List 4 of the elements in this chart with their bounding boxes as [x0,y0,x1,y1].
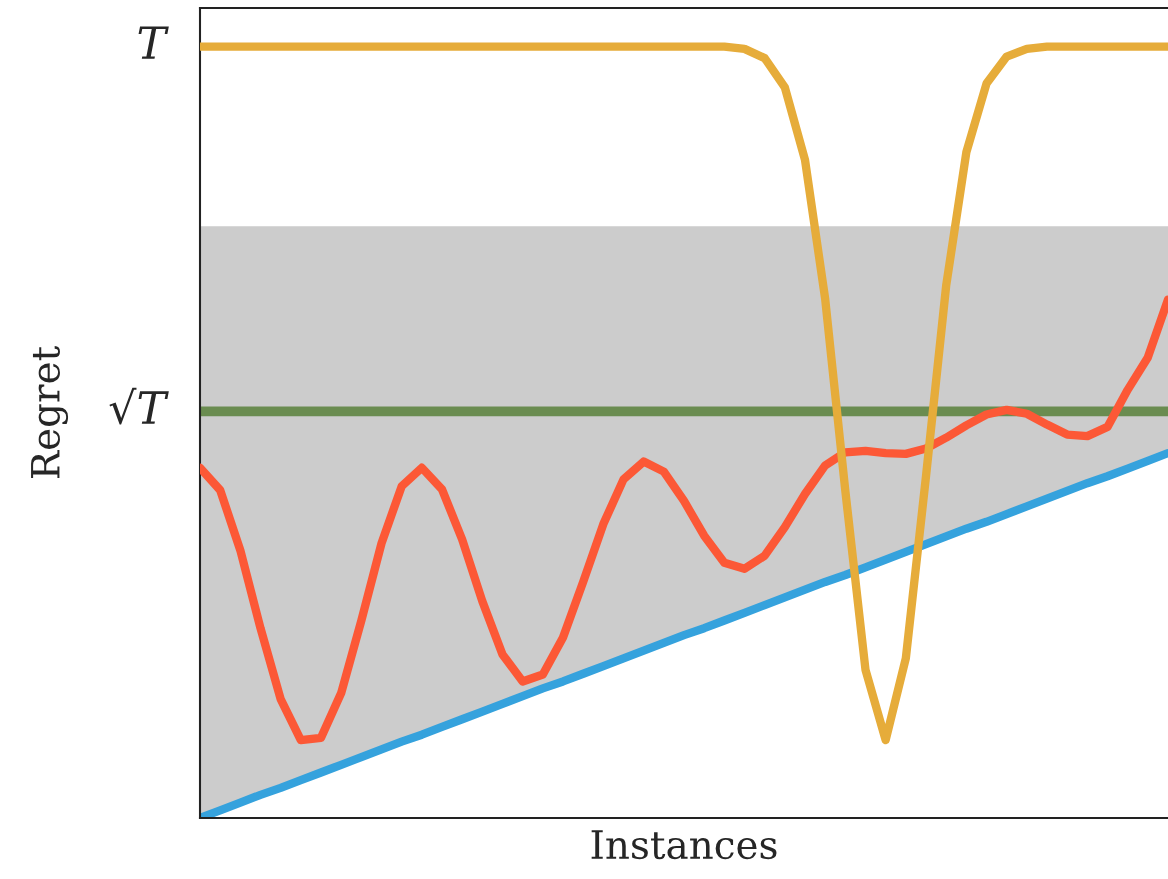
y-axis-title: Regret [31,346,69,479]
x-axis-title: Instances [591,830,777,860]
ref-line-label: √T [109,387,169,425]
text: T [138,26,169,59]
